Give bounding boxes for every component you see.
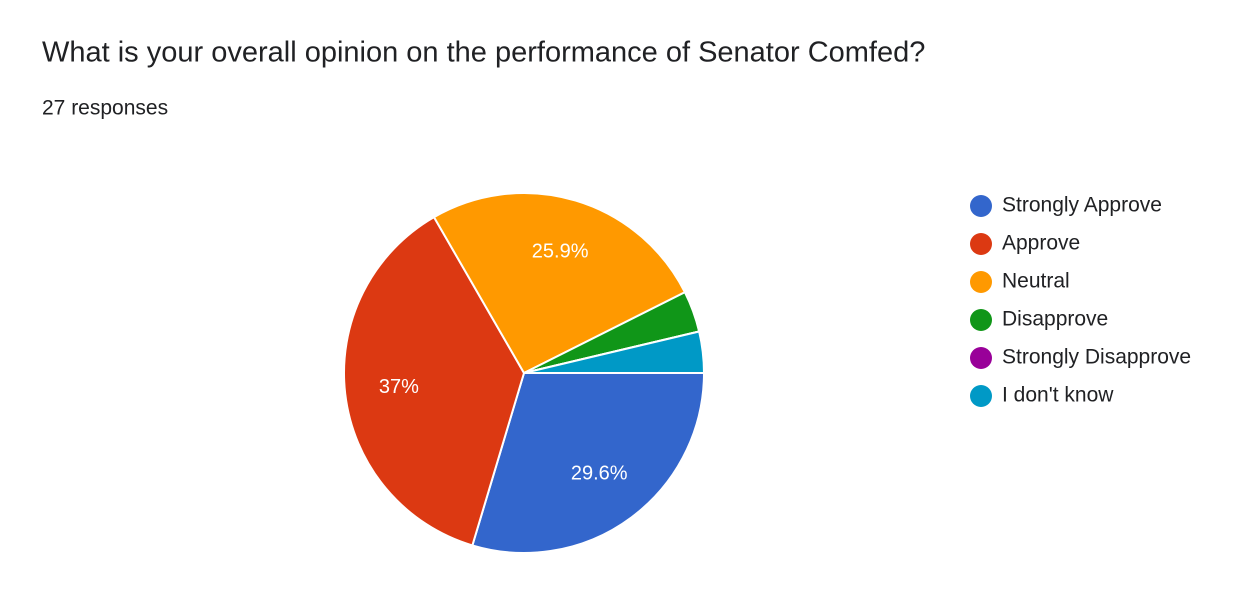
legend-swatch bbox=[970, 271, 992, 293]
pie-slice bbox=[343, 215, 526, 547]
legend-swatch bbox=[970, 347, 992, 369]
chart-subtitle: 27 responses bbox=[42, 97, 168, 120]
legend-label: Approve bbox=[1002, 232, 1080, 255]
pie-slice bbox=[523, 330, 706, 374]
legend-label: Neutral bbox=[1002, 270, 1070, 293]
chart-title: What is your overall opinion on the perf… bbox=[42, 37, 925, 69]
pie-slice bbox=[471, 372, 706, 554]
legend-label: Disapprove bbox=[1002, 308, 1108, 331]
legend-label: Strongly Disapprove bbox=[1002, 346, 1191, 369]
legend-swatch bbox=[970, 195, 992, 217]
legend-label: Strongly Approve bbox=[1002, 194, 1162, 217]
value-label: 37% bbox=[379, 376, 419, 398]
legend-swatch bbox=[970, 233, 992, 255]
legend-swatch bbox=[970, 309, 992, 331]
value-label: 29.6% bbox=[571, 462, 628, 484]
legend-label: I don't know bbox=[1002, 384, 1114, 407]
pie-slice bbox=[432, 192, 687, 375]
legend-swatch bbox=[970, 385, 992, 407]
value-label: 25.9% bbox=[532, 241, 589, 263]
